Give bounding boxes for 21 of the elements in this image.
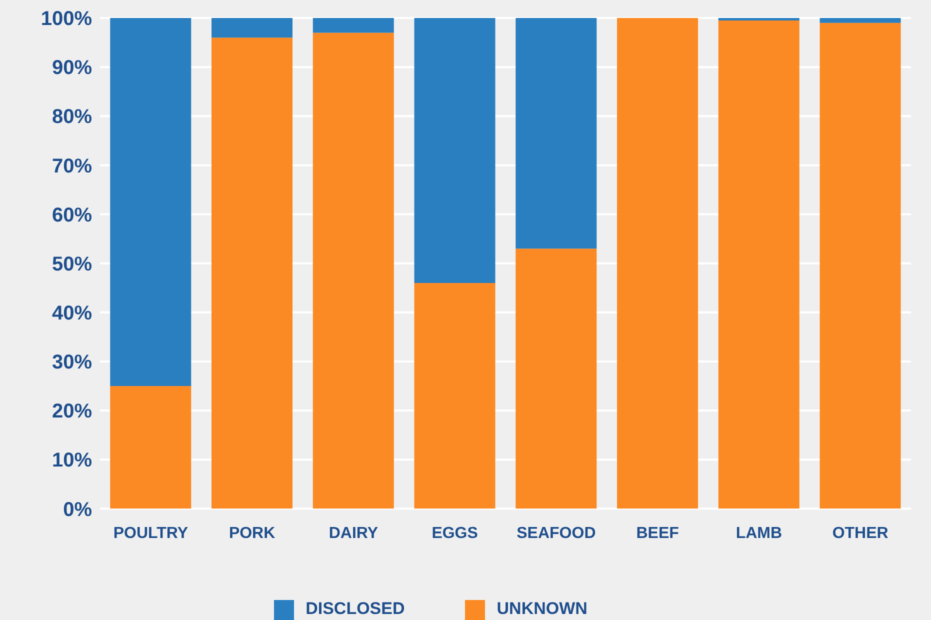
x-tick-label: LAMB [736, 525, 782, 542]
y-tick-label: 0% [63, 498, 92, 521]
legend-label: DISCLOSED [306, 598, 405, 618]
y-tick-label: 20% [52, 400, 92, 423]
x-tick-label: EGGS [432, 525, 478, 542]
x-tick-label: SEAFOOD [516, 525, 596, 542]
y-tick-label: 40% [52, 302, 92, 325]
x-tick-label: POULTRY [113, 525, 188, 542]
x-tick-label: DAIRY [328, 525, 378, 542]
y-tick-label: 100% [40, 8, 92, 30]
y-tick-label: 50% [52, 253, 92, 276]
y-tick-label: 60% [52, 204, 92, 226]
y-tick-label: 90% [52, 57, 92, 80]
legend-label: UNKNOWN [496, 598, 588, 618]
y-tick-label: 30% [52, 352, 92, 374]
x-tick-label: OTHER [832, 525, 889, 542]
x-tick-label: BEEF [636, 525, 680, 542]
y-tick-label: 80% [52, 106, 92, 128]
y-tick-label: 70% [52, 155, 92, 178]
x-tick-label: PORK [228, 525, 276, 542]
y-tick-label: 10% [52, 450, 92, 472]
